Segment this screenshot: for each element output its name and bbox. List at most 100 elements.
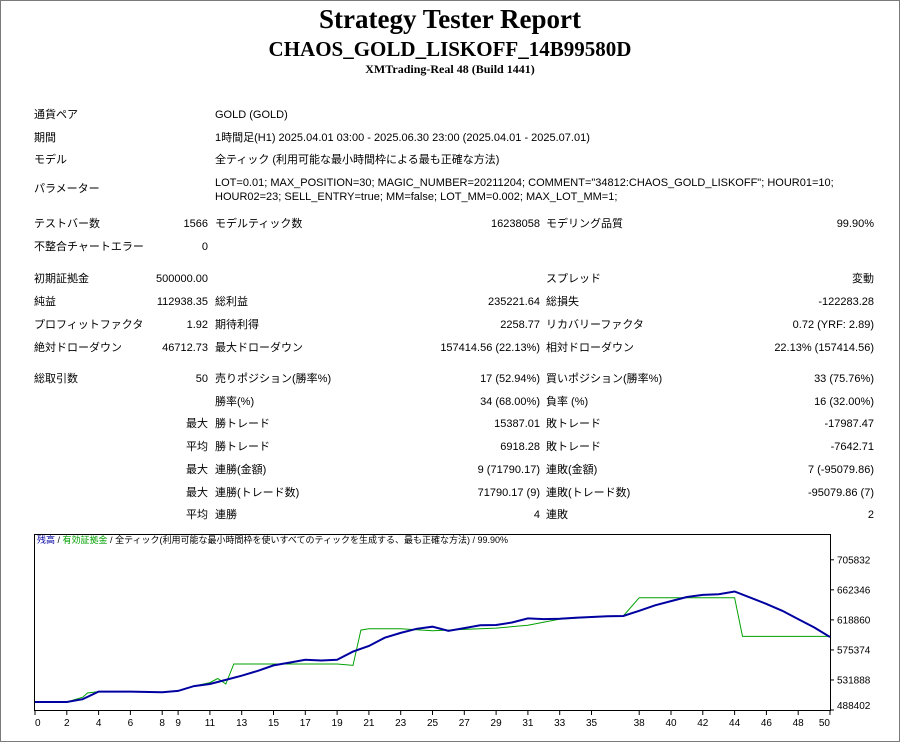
mismatch-label: 不整合チャートエラー xyxy=(34,241,144,253)
chart-plot-area xyxy=(34,534,831,711)
x-tick-label: 8 xyxy=(159,718,165,729)
params-label: パラメーター xyxy=(34,183,100,195)
legend-sep-2: / xyxy=(108,535,116,545)
x-tick-label: 35 xyxy=(586,718,598,729)
avg-word-1: 平均 xyxy=(186,441,208,453)
max-dd-label: 最大ドローダウン xyxy=(215,342,303,354)
trades-value: 50 xyxy=(195,373,208,385)
expected-value: 2258.77 xyxy=(500,319,540,331)
net-value: 112938.35 xyxy=(156,296,208,308)
quality-label: モデリング品質 xyxy=(546,218,623,230)
long-value: 33 (75.76%) xyxy=(814,373,874,385)
rel-dd-value: 22.13% (157414.56) xyxy=(774,342,874,354)
max-cons-loss-amt-label: 連敗(金額) xyxy=(546,464,598,476)
bars-label: テストバー数 xyxy=(34,218,100,230)
max-cons-loss-cnt-label: 連敗(トレード数) xyxy=(546,487,631,499)
x-tick-label: 11 xyxy=(205,718,216,729)
deposit-value: 500000.00 xyxy=(156,273,208,285)
x-tick-label: 0 xyxy=(35,718,41,729)
spread-value: 変動 xyxy=(852,273,874,285)
gross-loss-value: -122283.28 xyxy=(818,296,874,308)
avg-cons-loss-value: 2 xyxy=(867,509,874,521)
x-tick-label: 33 xyxy=(554,718,566,729)
x-axis-ticks: 0 2 4 6 8 9 11 13 15 17 19 21 23 25 27 29 31 33 35 38 40 42 44… xyxy=(34,710,831,729)
loss-pct-label: 負率 (%) xyxy=(546,396,589,408)
y-tick-label: 618860 xyxy=(837,615,871,626)
largest-win-value: 15387.01 xyxy=(494,418,540,430)
pf-label: プロフィットファクタ xyxy=(34,319,144,331)
abs-dd-value: 46712.73 xyxy=(162,342,208,354)
win-pct-value: 34 (68.00%) xyxy=(480,396,540,408)
x-tick-label: 44 xyxy=(729,718,741,729)
deposit-label: 初期証拠金 xyxy=(34,273,89,285)
largest-win-label: 勝トレード xyxy=(215,418,270,430)
avg-cons-win-label: 連勝 xyxy=(215,509,237,521)
ticks-label: モデルティック数 xyxy=(215,218,303,230)
x-tick-label: 4 xyxy=(96,718,102,729)
bars-value: 1566 xyxy=(183,218,208,230)
ticks-value: 16238058 xyxy=(491,218,540,230)
max-cons-loss-cnt-value: -95079.86 (7) xyxy=(807,487,874,499)
gross-profit-value: 235221.64 xyxy=(488,296,540,308)
server-build: XMTrading-Real 48 (Build 1441) xyxy=(365,62,535,76)
pf-value: 1.92 xyxy=(186,319,208,331)
y-tick-label: 531888 xyxy=(837,675,871,686)
short-label: 売りポジション(勝率%) xyxy=(215,373,332,385)
x-tick-label: 23 xyxy=(395,718,407,729)
avg-win-value: 6918.28 xyxy=(500,441,540,453)
trades-label: 総取引数 xyxy=(34,373,78,385)
y-tick-label: 662346 xyxy=(837,585,871,596)
balance-line xyxy=(35,590,831,703)
y-axis-ticks: 488402 531888 575374 618860 662346 705832 xyxy=(830,555,871,712)
x-tick-label: 42 xyxy=(697,718,709,729)
period-value: 1時間足(H1) 2025.04.01 03:00 - 2025.06.30 2… xyxy=(215,132,590,144)
chart-legend: 残高 / 有効証拠金 / 全ティック(利用可能な最小時間枠を使いすべてのティック… xyxy=(37,534,508,545)
x-tick-label: 21 xyxy=(363,718,375,729)
x-tick-label: 15 xyxy=(268,718,280,729)
model-label: モデル xyxy=(34,154,67,166)
avg-word-2: 平均 xyxy=(186,509,208,521)
max-cons-win-cnt-label: 連勝(トレード数) xyxy=(215,487,300,499)
legend-balance: 残高 xyxy=(37,534,55,545)
max-word-2: 最大 xyxy=(186,464,208,476)
x-tick-label: 29 xyxy=(491,718,503,729)
win-pct-label: 勝率(%) xyxy=(215,396,255,408)
x-tick-label: 2 xyxy=(64,718,70,729)
spread-label: スプレッド xyxy=(546,273,601,285)
abs-dd-label: 絶対ドローダウン xyxy=(34,342,122,354)
balance-chart: 残高 / 有効証拠金 / 全ティック(利用可能な最小時間枠を使いすべてのティック… xyxy=(34,534,871,729)
x-tick-label: 13 xyxy=(236,718,248,729)
quality-value: 99.90% xyxy=(836,218,874,230)
gross-profit-label: 総利益 xyxy=(215,296,248,308)
net-label: 純益 xyxy=(34,296,56,308)
max-word-1: 最大 xyxy=(186,418,208,430)
symbol-label: 通貨ペア xyxy=(34,109,78,121)
legend-equity: 有効証拠金 xyxy=(63,534,108,545)
x-tick-label: 9 xyxy=(175,718,181,729)
y-tick-label: 488402 xyxy=(837,701,871,712)
model-value: 全ティック (利用可能な最小時間枠による最も正確な方法) xyxy=(215,154,500,166)
largest-loss-label: 敗トレード xyxy=(546,418,601,430)
x-tick-label: 46 xyxy=(761,718,773,729)
x-tick-label: 17 xyxy=(300,718,312,729)
x-tick-label: 27 xyxy=(459,718,471,729)
recovery-value: 0.72 (YRF: 2.89) xyxy=(792,319,874,331)
recovery-label: リカバリーファクタ xyxy=(546,319,644,331)
avg-cons-win-value: 4 xyxy=(533,509,540,521)
x-tick-label: 48 xyxy=(793,718,805,729)
legend-sep-1: / xyxy=(55,535,63,545)
x-tick-label: 31 xyxy=(522,718,534,729)
report-table: 通貨ペア GOLD (GOLD) 期間 1時間足(H1) 2025.04.01 … xyxy=(34,109,874,521)
avg-loss-label: 敗トレード xyxy=(546,441,601,453)
period-label: 期間 xyxy=(34,132,56,144)
ea-name: CHAOS_GOLD_LISKOFF_14B99580D xyxy=(268,37,632,61)
max-cons-win-amt-value: 9 (71790.17) xyxy=(477,464,540,476)
x-tick-label: 50 xyxy=(819,718,831,729)
rel-dd-label: 相対ドローダウン xyxy=(546,342,634,354)
x-tick-label: 19 xyxy=(332,718,344,729)
y-tick-label: 575374 xyxy=(837,645,871,656)
legend-rest: 全ティック(利用可能な最小時間枠を使いすべてのティックを生成する、最も正確な方法… xyxy=(115,534,508,545)
gross-loss-label: 総損失 xyxy=(546,296,579,308)
avg-win-label: 勝トレード xyxy=(215,441,270,453)
symbol-value: GOLD (GOLD) xyxy=(215,109,288,121)
